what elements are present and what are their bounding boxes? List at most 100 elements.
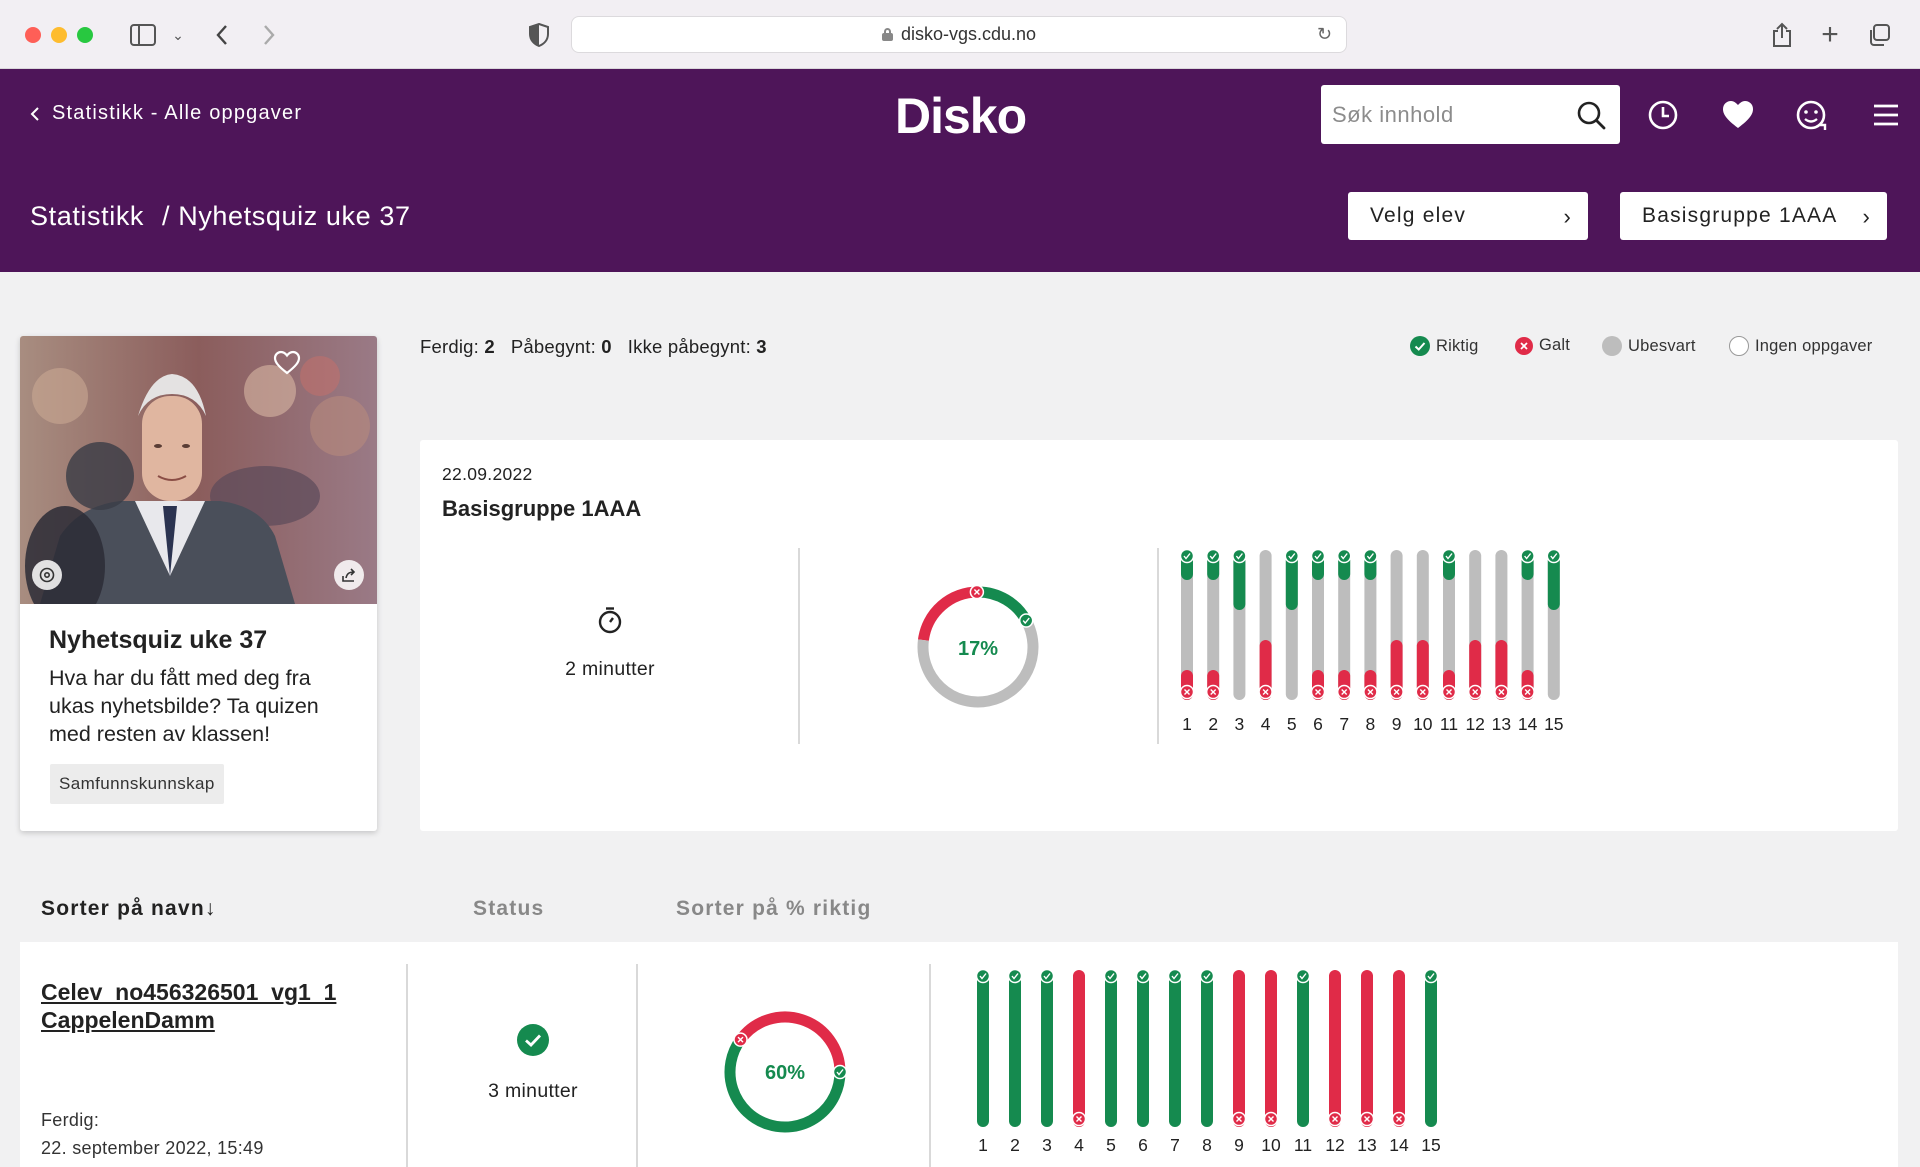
minimize-window-button[interactable] [51, 27, 67, 43]
task-bar-13[interactable] [1494, 550, 1509, 700]
divider [798, 548, 800, 744]
student-name-link[interactable]: Celev_no456326501_vg1_1 CappelenDamm [41, 979, 337, 1033]
task-number-label: 7 [1170, 1135, 1180, 1155]
answer-bar-4[interactable] [1071, 970, 1087, 1127]
subject-tag[interactable]: Samfunnskunnskap [50, 764, 224, 804]
share-icon[interactable] [1767, 20, 1797, 50]
image-credit-icon[interactable] [32, 560, 62, 590]
correct-segment [1547, 550, 1560, 610]
answer-bar-2[interactable] [1007, 968, 1023, 1128]
profile-switch-icon[interactable] [1792, 95, 1832, 135]
group-time-label: 2 minutter [565, 658, 655, 680]
sort-by-name-button[interactable]: Sorter på navn↓ [41, 897, 217, 921]
select-student-button[interactable]: Velg elev › [1348, 192, 1588, 240]
zoom-window-button[interactable] [77, 27, 93, 43]
answer-bar-11[interactable] [1295, 968, 1311, 1128]
answer-bar-10[interactable] [1263, 970, 1279, 1127]
answer-bar-6[interactable] [1135, 968, 1151, 1128]
task-bar-10[interactable] [1415, 550, 1431, 700]
empty-circle-icon [1729, 336, 1749, 356]
task-bar-15[interactable] [1546, 548, 1562, 701]
main-content: Nyhetsquiz uke 37 Hva har du fått med de… [0, 272, 1920, 1167]
reload-icon[interactable]: ↻ [1316, 24, 1332, 44]
select-group-button[interactable]: Basisgruppe 1AAA › [1620, 192, 1887, 240]
group-task-bars: 1 2 3 4 5 6 7 8 9 10 11 12 13 14 15 [1179, 548, 1564, 734]
x-icon [1520, 684, 1535, 700]
completion-summary: Ferdig: 2 Påbegynt: 0 Ikke påbegynt: 3 [420, 336, 767, 358]
task-bar-14[interactable] [1520, 548, 1535, 701]
task-number-label: 10 [1413, 714, 1433, 734]
search-icon[interactable] [1576, 100, 1606, 130]
answer-bar-5[interactable] [1103, 968, 1119, 1128]
check-icon [1423, 968, 1439, 984]
task-bar-2[interactable] [1205, 548, 1221, 701]
check-icon [1007, 968, 1023, 984]
task-bar-5[interactable] [1284, 548, 1300, 701]
check-icon [1295, 968, 1311, 984]
task-bar-4[interactable] [1258, 550, 1273, 700]
sort-by-percent-button[interactable]: Sorter på % riktig [676, 897, 872, 920]
breadcrumb-root[interactable]: Statistikk [30, 201, 145, 231]
check-icon [1441, 548, 1457, 564]
x-icon [969, 584, 985, 600]
sort-name-label: Sorter på navn [41, 897, 205, 920]
search-input[interactable] [1321, 85, 1561, 144]
legend-correct-label: Riktig [1436, 336, 1479, 355]
legend-no-tasks: Ingen oppgaver [1729, 336, 1872, 356]
finished-label: Ferdig: [41, 1110, 100, 1130]
tab-overview-icon[interactable] [1864, 20, 1894, 50]
share-quiz-icon[interactable] [334, 560, 364, 590]
x-icon [1071, 1111, 1087, 1127]
task-bar-11[interactable] [1441, 548, 1457, 701]
task-bar-9[interactable] [1389, 550, 1404, 700]
disko-logo[interactable]: Disko [895, 88, 1027, 144]
answer-bar-7[interactable] [1167, 968, 1183, 1128]
task-number-label: 1 [1182, 714, 1192, 734]
back-arrow-icon[interactable] [207, 20, 237, 50]
table-row: Celev_no456326501_vg1_1 CappelenDamm Fer… [20, 942, 1898, 1167]
x-icon [1441, 684, 1457, 700]
answer-bar-1[interactable] [975, 968, 991, 1128]
answer-bar-9[interactable] [1231, 970, 1247, 1127]
back-to-statistics-link[interactable]: Statistikk - Alle oppgaver [30, 102, 302, 125]
privacy-shield-icon[interactable] [524, 20, 554, 50]
x-icon [733, 1032, 748, 1047]
task-number-label: 6 [1138, 1135, 1148, 1155]
favorite-heart-icon[interactable] [272, 348, 302, 378]
answer-bar-13[interactable] [1359, 970, 1375, 1127]
task-bar-8[interactable] [1363, 548, 1378, 701]
menu-hamburger-icon[interactable] [1866, 95, 1906, 135]
breadcrumb: Statistikk / Nyhetsquiz uke 37 [30, 201, 411, 232]
answer-bar-3[interactable] [1039, 968, 1055, 1128]
quiz-image [20, 336, 377, 604]
favorites-heart-icon[interactable] [1718, 95, 1758, 135]
finished-date: 22. september 2022, 15:49 [41, 1138, 264, 1158]
x-icon [1415, 684, 1431, 700]
task-number-label: 3 [1042, 1135, 1052, 1155]
new-tab-icon[interactable]: + [1821, 18, 1839, 51]
task-bar-1[interactable] [1179, 548, 1195, 701]
student-percent-donut: 60% [724, 1011, 848, 1133]
forward-arrow-icon[interactable] [254, 20, 284, 50]
back-link-label: Statistikk - Alle oppgaver [52, 102, 303, 124]
chevron-down-icon[interactable]: ⌄ [172, 26, 184, 43]
task-number-label: 15 [1421, 1135, 1440, 1155]
history-clock-icon[interactable] [1643, 95, 1683, 135]
answer-bar-12[interactable] [1327, 970, 1343, 1127]
task-bar-12[interactable] [1467, 550, 1483, 700]
group-percent-label: 17% [958, 638, 998, 660]
x-icon [1336, 684, 1352, 700]
quiz-card[interactable]: Nyhetsquiz uke 37 Hva har du fått med de… [20, 336, 377, 831]
sidebar-toggle-icon[interactable] [128, 20, 158, 50]
task-bar-6[interactable] [1310, 548, 1326, 701]
address-bar[interactable]: disko-vgs.cdu.no ↻ [571, 16, 1347, 53]
correct-arc [977, 586, 1032, 624]
answer-bar-15[interactable] [1423, 968, 1439, 1128]
close-window-button[interactable] [25, 27, 41, 43]
task-bar-7[interactable] [1336, 548, 1352, 701]
answer-bar-14[interactable] [1391, 970, 1407, 1127]
x-circle-icon [1515, 336, 1533, 355]
check-icon [1546, 548, 1562, 564]
task-bar-3[interactable] [1232, 548, 1247, 701]
answer-bar-8[interactable] [1199, 968, 1215, 1128]
